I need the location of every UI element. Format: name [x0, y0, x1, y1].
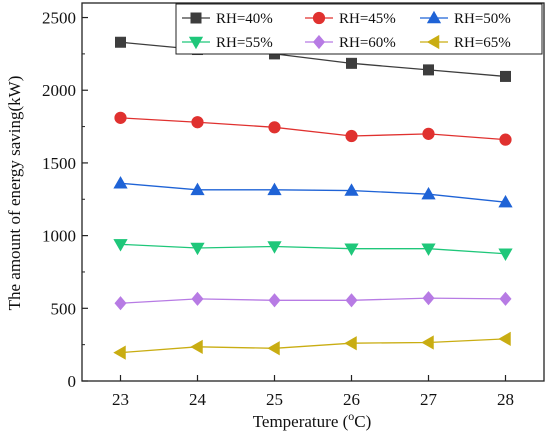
data-point	[499, 70, 511, 82]
y-tick-label: 2000	[42, 81, 76, 100]
data-point	[267, 182, 282, 196]
data-point	[113, 345, 126, 360]
data-point	[190, 339, 203, 354]
series-line	[120, 117, 506, 141]
series-rh-60-	[114, 291, 512, 311]
legend-label: RH=40%	[216, 11, 273, 27]
series-rh-65-	[113, 331, 511, 360]
data-point	[345, 129, 358, 143]
data-point	[421, 186, 436, 200]
series-line	[120, 297, 506, 304]
legend-marker	[426, 10, 442, 24]
x-axis: 23 24 25 26 27 28	[112, 375, 514, 409]
data-point	[422, 127, 435, 140]
legend-marker	[190, 12, 202, 24]
data-point	[344, 183, 359, 196]
series-rh-45-	[114, 111, 512, 146]
legend-label: RH=55%	[216, 35, 273, 51]
data-point	[268, 293, 281, 308]
series-line	[120, 182, 506, 203]
data-point	[421, 335, 434, 350]
data-point	[190, 242, 205, 256]
series-line	[120, 338, 506, 354]
data-point	[422, 64, 434, 76]
y-tick-label: 500	[51, 299, 77, 318]
data-point	[345, 293, 358, 308]
data-point	[422, 291, 435, 306]
legend-label: RH=45%	[339, 11, 396, 27]
data-point	[191, 291, 204, 306]
legend-item: RH=60%	[305, 34, 396, 51]
data-point	[114, 296, 127, 311]
series-rh-55-	[113, 239, 513, 261]
data-point	[421, 243, 436, 256]
legend-label: RH=50%	[454, 11, 511, 27]
data-point	[344, 243, 359, 256]
x-tick-label: 28	[497, 390, 514, 409]
legend-label: RH=65%	[454, 35, 511, 51]
x-axis-title-superscript: o	[348, 409, 354, 423]
x-tick-label: 27	[420, 390, 438, 409]
legend-item: RH=50%	[420, 10, 511, 27]
legend-item: RH=65%	[420, 34, 511, 51]
data-point	[190, 182, 205, 196]
legend: RH=40% RH=45% RH=50% RH=55% RH=60% RH=65%	[175, 3, 543, 55]
legend-box	[175, 3, 543, 55]
legend-marker	[312, 34, 326, 50]
data-point	[114, 111, 127, 124]
data-point	[268, 121, 281, 134]
data-point	[267, 341, 280, 356]
data-point	[498, 194, 513, 208]
data-point	[498, 331, 511, 346]
data-point	[191, 116, 204, 129]
series-layer	[113, 36, 513, 360]
x-axis-title-unit: C)	[354, 412, 371, 431]
data-point	[115, 36, 127, 48]
data-point	[344, 336, 357, 351]
data-point	[113, 239, 128, 252]
x-tick-label: 26	[343, 390, 360, 409]
series-rh-50-	[113, 176, 513, 208]
x-tick-label: 23	[112, 390, 129, 409]
x-tick-label: 24	[189, 390, 207, 409]
data-point	[345, 57, 357, 69]
y-tick-label: 1000	[42, 227, 76, 246]
data-point	[498, 248, 513, 261]
legend-item: RH=40%	[182, 11, 273, 27]
x-tick-label: 25	[266, 390, 283, 409]
y-tick-label: 2500	[42, 9, 76, 28]
legend-marker	[188, 36, 204, 50]
data-point	[499, 291, 512, 306]
y-tick-label: 0	[68, 372, 77, 391]
data-point	[499, 133, 512, 146]
y-axis-title: The amount of energy saving(kW)	[5, 76, 24, 311]
data-point	[267, 241, 282, 254]
legend-item: RH=45%	[305, 11, 396, 27]
legend-label: RH=60%	[339, 35, 396, 51]
plot-area-frame	[81, 2, 545, 382]
legend-item: RH=55%	[182, 35, 273, 51]
series-line	[120, 243, 506, 255]
x-axis-title-text: Temperature (	[253, 412, 349, 431]
legend-marker	[312, 11, 326, 25]
legend-marker	[426, 34, 440, 50]
y-tick-label: 1500	[42, 154, 76, 173]
x-axis-title: Temperature (oC)	[253, 409, 372, 431]
y-axis: 0 500 1000 1500 2000 2500	[42, 9, 88, 391]
data-point	[113, 176, 128, 189]
